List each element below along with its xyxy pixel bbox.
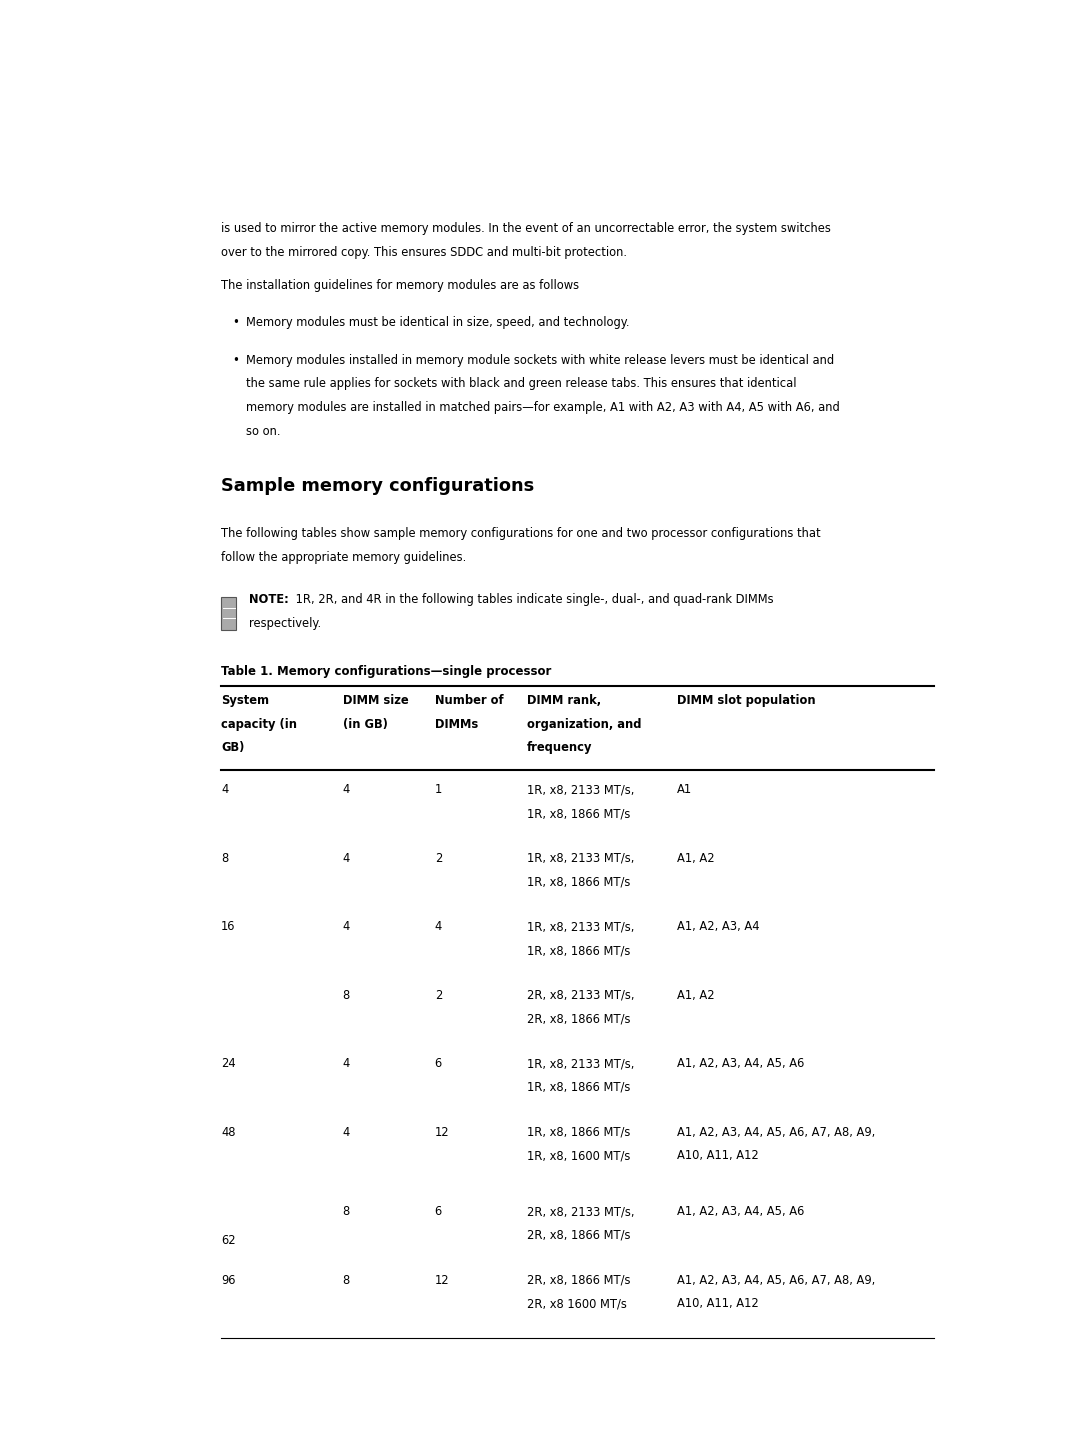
Text: 2R, x8, 1866 MT/s: 2R, x8, 1866 MT/s bbox=[527, 1229, 631, 1242]
Text: System: System bbox=[221, 694, 269, 707]
Text: 12: 12 bbox=[434, 1273, 449, 1286]
Text: 48: 48 bbox=[221, 1126, 235, 1139]
Text: 1R, x8, 1866 MT/s: 1R, x8, 1866 MT/s bbox=[527, 1081, 630, 1094]
Text: the same rule applies for sockets with black and green release tabs. This ensure: the same rule applies for sockets with b… bbox=[246, 377, 797, 390]
Text: 8: 8 bbox=[342, 1273, 350, 1286]
Text: 96: 96 bbox=[221, 1273, 235, 1286]
Text: A1, A2, A3, A4, A5, A6, A7, A8, A9,: A1, A2, A3, A4, A5, A6, A7, A8, A9, bbox=[677, 1126, 876, 1139]
Text: capacity (in: capacity (in bbox=[221, 717, 297, 730]
Text: 8: 8 bbox=[342, 1205, 350, 1219]
Text: •: • bbox=[232, 354, 239, 367]
Text: 2R, x8, 2133 MT/s,: 2R, x8, 2133 MT/s, bbox=[527, 1205, 634, 1219]
Text: is used to mirror the active memory modules. In the event of an uncorrectable er: is used to mirror the active memory modu… bbox=[221, 222, 832, 235]
Text: Sample memory configurations: Sample memory configurations bbox=[221, 478, 535, 495]
Text: 1R, x8, 2133 MT/s,: 1R, x8, 2133 MT/s, bbox=[527, 783, 634, 796]
Text: respectively.: respectively. bbox=[248, 617, 321, 630]
Text: A1, A2, A3, A4: A1, A2, A3, A4 bbox=[677, 921, 760, 934]
Text: 1: 1 bbox=[434, 783, 442, 796]
Text: 1R, 2R, and 4R in the following tables indicate single-, dual-, and quad-rank DI: 1R, 2R, and 4R in the following tables i… bbox=[293, 594, 774, 607]
Text: 1R, x8, 1866 MT/s: 1R, x8, 1866 MT/s bbox=[527, 876, 630, 889]
Text: Memory modules must be identical in size, speed, and technology.: Memory modules must be identical in size… bbox=[246, 315, 630, 328]
Text: 1R, x8, 2133 MT/s,: 1R, x8, 2133 MT/s, bbox=[527, 921, 634, 934]
Text: 8: 8 bbox=[221, 852, 229, 865]
Text: A1, A2: A1, A2 bbox=[677, 852, 715, 865]
Text: GB): GB) bbox=[221, 741, 244, 754]
Text: over to the mirrored copy. This ensures SDDC and multi-bit protection.: over to the mirrored copy. This ensures … bbox=[221, 245, 627, 258]
Text: 4: 4 bbox=[342, 1126, 350, 1139]
Text: 2R, x8, 2133 MT/s,: 2R, x8, 2133 MT/s, bbox=[527, 989, 634, 1002]
Text: 1R, x8, 1866 MT/s: 1R, x8, 1866 MT/s bbox=[527, 944, 630, 956]
Text: 2R, x8 1600 MT/s: 2R, x8 1600 MT/s bbox=[527, 1298, 626, 1311]
Text: A1: A1 bbox=[677, 783, 692, 796]
Text: 1R, x8, 2133 MT/s,: 1R, x8, 2133 MT/s, bbox=[527, 1057, 634, 1070]
Text: A1, A2: A1, A2 bbox=[677, 989, 715, 1002]
Text: so on.: so on. bbox=[246, 424, 281, 437]
Text: 24: 24 bbox=[221, 1057, 235, 1070]
Text: 1R, x8, 1600 MT/s: 1R, x8, 1600 MT/s bbox=[527, 1150, 630, 1163]
Text: Table 1. Memory configurations—single processor: Table 1. Memory configurations—single pr… bbox=[221, 664, 552, 677]
Text: 4: 4 bbox=[434, 921, 442, 934]
Text: A1, A2, A3, A4, A5, A6: A1, A2, A3, A4, A5, A6 bbox=[677, 1057, 805, 1070]
FancyBboxPatch shape bbox=[221, 597, 237, 630]
Text: 2: 2 bbox=[434, 989, 442, 1002]
Text: Number of: Number of bbox=[434, 694, 503, 707]
Text: DIMM rank,: DIMM rank, bbox=[527, 694, 600, 707]
Text: The installation guidelines for memory modules are as follows: The installation guidelines for memory m… bbox=[221, 278, 579, 291]
Text: 1R, x8, 1866 MT/s: 1R, x8, 1866 MT/s bbox=[527, 1126, 630, 1139]
Text: 1R, x8, 1866 MT/s: 1R, x8, 1866 MT/s bbox=[527, 807, 630, 820]
Text: 2R, x8, 1866 MT/s: 2R, x8, 1866 MT/s bbox=[527, 1012, 631, 1025]
Text: memory modules are installed in matched pairs—for example, A1 with A2, A3 with A: memory modules are installed in matched … bbox=[246, 402, 840, 414]
Text: 4: 4 bbox=[342, 921, 350, 934]
Text: NOTE:: NOTE: bbox=[248, 594, 288, 607]
Text: 2R, x8, 1866 MT/s: 2R, x8, 1866 MT/s bbox=[527, 1273, 631, 1286]
Text: A1, A2, A3, A4, A5, A6, A7, A8, A9,: A1, A2, A3, A4, A5, A6, A7, A8, A9, bbox=[677, 1273, 876, 1286]
Text: 1R, x8, 2133 MT/s,: 1R, x8, 2133 MT/s, bbox=[527, 852, 634, 865]
Text: 2: 2 bbox=[434, 852, 442, 865]
Text: 4: 4 bbox=[342, 1057, 350, 1070]
Text: 4: 4 bbox=[342, 852, 350, 865]
Text: follow the appropriate memory guidelines.: follow the appropriate memory guidelines… bbox=[221, 551, 467, 564]
Text: organization, and: organization, and bbox=[527, 717, 642, 730]
Text: DIMM size: DIMM size bbox=[342, 694, 408, 707]
Text: DIMM slot population: DIMM slot population bbox=[677, 694, 816, 707]
Text: Memory modules installed in memory module sockets with white release levers must: Memory modules installed in memory modul… bbox=[246, 354, 835, 367]
Text: A1, A2, A3, A4, A5, A6: A1, A2, A3, A4, A5, A6 bbox=[677, 1205, 805, 1219]
Text: •: • bbox=[232, 315, 239, 328]
Text: (in GB): (in GB) bbox=[342, 717, 388, 730]
Text: 6: 6 bbox=[434, 1057, 442, 1070]
Text: A10, A11, A12: A10, A11, A12 bbox=[677, 1150, 759, 1163]
Text: 16: 16 bbox=[221, 921, 235, 934]
Text: The following tables show sample memory configurations for one and two processor: The following tables show sample memory … bbox=[221, 526, 821, 539]
Text: DIMMs: DIMMs bbox=[434, 717, 477, 730]
Text: 12: 12 bbox=[434, 1126, 449, 1139]
Text: 4: 4 bbox=[221, 783, 229, 796]
Text: 8: 8 bbox=[342, 989, 350, 1002]
Text: 4: 4 bbox=[342, 783, 350, 796]
Text: frequency: frequency bbox=[527, 741, 592, 754]
Text: A10, A11, A12: A10, A11, A12 bbox=[677, 1298, 759, 1311]
Text: 62: 62 bbox=[221, 1235, 235, 1248]
Text: 6: 6 bbox=[434, 1205, 442, 1219]
